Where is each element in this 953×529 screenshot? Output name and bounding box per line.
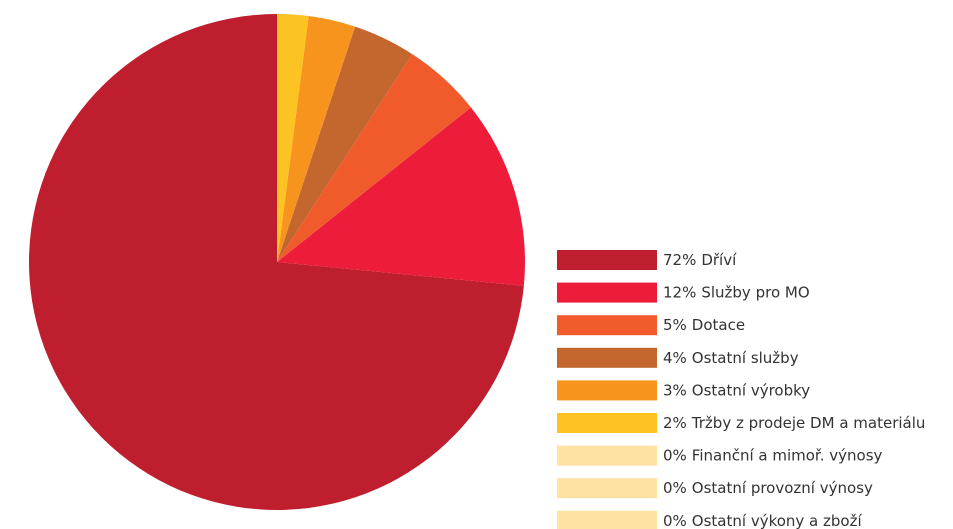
legend-name: Dříví xyxy=(701,251,737,269)
legend-label: 4% Ostatní služby xyxy=(663,348,799,366)
legend-label: 0% Finanční a mimoř. výnosy xyxy=(663,446,883,464)
pie-slice xyxy=(277,54,471,263)
legend-swatch xyxy=(557,478,657,499)
pie-slice xyxy=(277,107,525,286)
pie-slice xyxy=(277,16,356,263)
legend-value: 2% xyxy=(663,414,687,432)
legend-name: Služby pro MO xyxy=(701,283,809,301)
legend-value: 12% xyxy=(663,283,696,301)
pie-slice xyxy=(277,26,413,263)
legend-swatch xyxy=(557,347,657,368)
legend-swatch xyxy=(557,445,657,466)
pie-slice xyxy=(28,14,524,510)
legend-name: Finanční a mimoř. výnosy xyxy=(692,446,883,464)
legend-name: Dotace xyxy=(692,316,745,334)
legend-name: Ostatní provozní výnosy xyxy=(692,479,873,497)
legend-name: Ostatní výrobky xyxy=(692,381,810,399)
legend-value: 3% xyxy=(663,381,687,399)
legend-swatch xyxy=(557,380,657,401)
legend-label: 5% Dotace xyxy=(663,316,745,334)
legend-label: 3% Ostatní výrobky xyxy=(663,381,810,399)
legend-swatch xyxy=(557,282,657,303)
legend-label: 2% Tržby z prodeje DM a materiálu xyxy=(663,414,925,432)
legend-value: 72% xyxy=(663,251,696,269)
pie-slice xyxy=(277,14,309,262)
legend-label: 0% Ostatní výkony a zboží xyxy=(663,511,862,529)
legend-name: Ostatní výkony a zboží xyxy=(692,511,863,529)
legend-label: 12% Služby pro MO xyxy=(663,283,810,301)
legend-value: 4% xyxy=(663,348,687,366)
legend-value: 0% xyxy=(663,479,687,497)
legend-swatch xyxy=(557,413,657,433)
legend-name: Ostatní služby xyxy=(692,348,799,366)
legend-value: 0% xyxy=(663,446,687,464)
legend-value: 0% xyxy=(663,511,687,529)
legend-swatch xyxy=(557,315,657,336)
legend-swatch xyxy=(557,510,657,529)
legend-name: Tržby z prodeje DM a materiálu xyxy=(691,414,926,432)
legend-label: 72% Dříví xyxy=(663,251,737,269)
legend-label: 0% Ostatní provozní výnosy xyxy=(663,479,873,497)
legend-swatch xyxy=(557,250,657,270)
legend-value: 5% xyxy=(663,316,687,334)
